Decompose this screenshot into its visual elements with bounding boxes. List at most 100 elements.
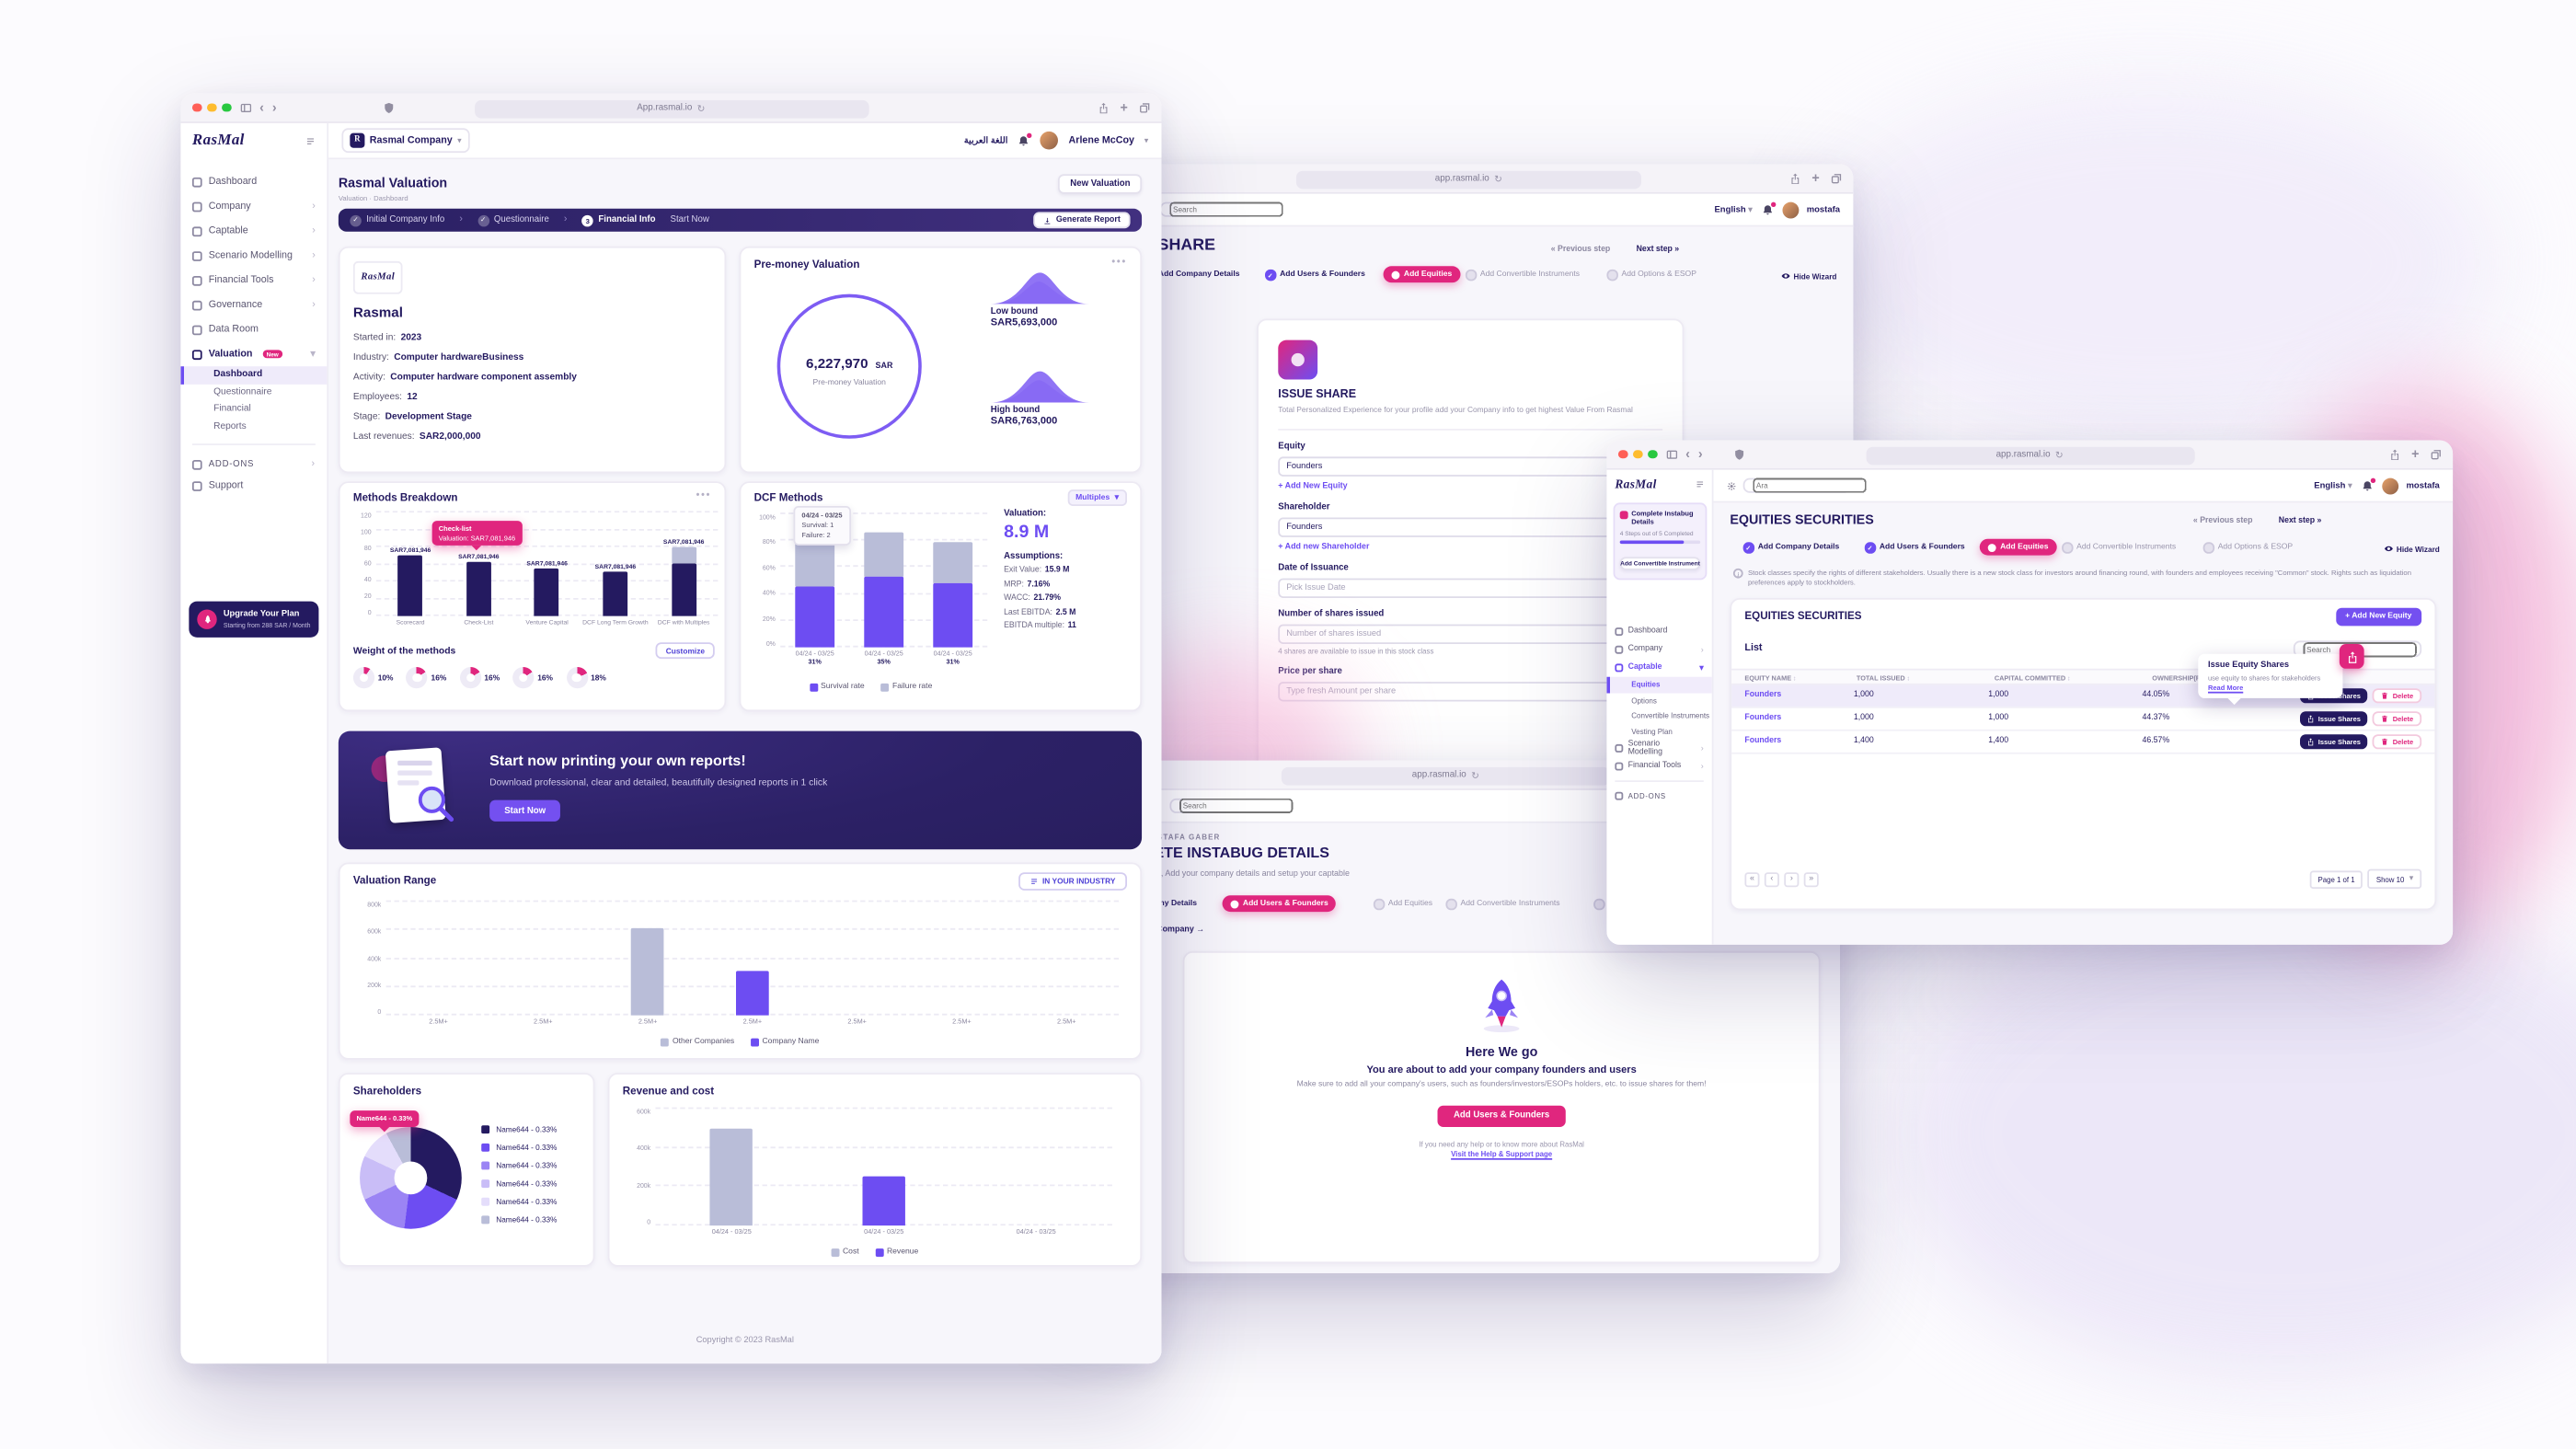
delete-button[interactable]: Delete [2372, 688, 2422, 704]
minimize-window-button[interactable] [207, 103, 216, 112]
language-switcher[interactable]: English ▾ [2314, 480, 2352, 491]
sidebar-item-governance[interactable]: Governance › [180, 293, 327, 317]
wizard-step-company-details[interactable]: ✓Add Company Details [1742, 542, 1839, 553]
multiples-dropdown[interactable]: Multiples ▾ [1067, 489, 1127, 506]
prev-page-button[interactable]: ‹ [1764, 871, 1779, 887]
language-switcher[interactable]: اللغة العربية [963, 135, 1008, 146]
zoom-window-button[interactable] [222, 103, 231, 112]
wizard-step-users-founders[interactable]: ✓ Add Users & Founders [1864, 542, 1965, 553]
search-input[interactable] [1169, 798, 1294, 813]
wizard-step-equities[interactable]: Add Equities [1373, 898, 1432, 910]
column-header[interactable]: EQUITY NAME ↕ [1744, 673, 1797, 682]
sidebar-item-addons[interactable]: ADD-ONS › [180, 454, 327, 475]
sidebar-subitem-convertible[interactable]: Convertible Instruments [1631, 711, 1710, 720]
company-selector[interactable]: R Rasmal Company ▾ [341, 128, 470, 154]
sidebar-subitem-equities[interactable]: Equities [1606, 676, 1712, 693]
wizard-step-users-founders[interactable]: Add Users & Founders [1222, 895, 1337, 913]
sidebar-item-captable[interactable]: Captable › [180, 219, 327, 244]
delete-button[interactable]: Delete [2372, 734, 2422, 750]
share-icon[interactable] [1098, 101, 1110, 113]
sidebar-item-addons[interactable]: ADD-ONS [1606, 787, 1711, 805]
add-convertible-button[interactable]: Add Convertible Instrument [1619, 556, 1701, 569]
hide-wizard-button[interactable]: Hide Wizard [2384, 544, 2440, 554]
next-step-link[interactable]: Next step » [1636, 246, 1680, 255]
reload-icon[interactable]: ↻ [1494, 175, 1503, 185]
search-input[interactable] [1742, 477, 1867, 493]
sidebar-subitem-questionnaire[interactable]: Questionnaire [213, 386, 272, 397]
equity-select[interactable]: Founders▾ [1278, 456, 1663, 477]
date-of-issuance-input[interactable] [1278, 578, 1663, 598]
new-tab-icon[interactable]: + [2411, 445, 2420, 461]
add-new-equity-link[interactable]: + Add New Equity [1278, 480, 1348, 491]
add-users-founders-button[interactable]: Add Users & Founders [1437, 1105, 1567, 1127]
wizard-step-convertible[interactable]: Add Convertible Instruments [2062, 542, 2176, 553]
table-row[interactable]: Founders 1,400 1,400 46.57% Issue Shares… [1731, 731, 2435, 754]
sidebar-subitem-reports[interactable]: Reports [213, 421, 247, 432]
notifications-bell-icon[interactable] [2361, 477, 2375, 492]
gear-icon[interactable] [1727, 480, 1737, 490]
sidebar-subitem-options[interactable]: Options [1631, 696, 1657, 705]
back-icon[interactable]: ‹ [1685, 445, 1690, 461]
notifications-bell-icon[interactable] [1018, 132, 1033, 147]
share-icon[interactable] [2389, 448, 2401, 460]
more-options-icon[interactable]: ••• [696, 490, 712, 501]
minimize-window-button[interactable] [1633, 449, 1642, 459]
add-new-equity-button[interactable]: + Add New Equity [2335, 607, 2422, 627]
company-link[interactable]: Company → [1156, 925, 1205, 936]
new-tab-icon[interactable]: + [1811, 169, 1820, 185]
sidebar-subitem-dashboard[interactable]: Dashboard [180, 366, 328, 384]
address-bar[interactable]: app.rasmal.io ↻ [1281, 766, 1610, 785]
previous-step-link[interactable]: « Previous step [1550, 246, 1611, 255]
sidebar-item-valuation[interactable]: Valuation New ▾ [180, 341, 327, 366]
more-options-icon[interactable]: ••• [1111, 258, 1127, 269]
stepper-step-initial-info[interactable]: ✓ Initial Company Info [350, 214, 444, 226]
zoom-window-button[interactable] [1648, 449, 1657, 459]
sidebar-item-support[interactable]: Support [180, 475, 327, 496]
share-icon[interactable] [1789, 172, 1801, 184]
previous-step-link[interactable]: « Previous step [2192, 517, 2253, 526]
start-now-button[interactable]: Start Now [489, 799, 561, 822]
help-support-link[interactable]: Visit the Help & Support page [1451, 1149, 1553, 1158]
wizard-step-convertible[interactable]: Add Convertible Instruments [1465, 269, 1580, 281]
sidebar-item-dashboard[interactable]: Dashboard [1606, 623, 1711, 641]
sidebar-item-captable[interactable]: Captable ▾ [1606, 659, 1711, 677]
sidebar-item-scenario-modelling[interactable]: Scenario Modelling › [180, 243, 327, 268]
delete-button[interactable]: Delete [2372, 711, 2422, 727]
new-tab-icon[interactable]: + [1120, 99, 1128, 115]
column-header[interactable]: TOTAL ISSUED ↕ [1856, 673, 1911, 682]
last-page-button[interactable]: » [1803, 871, 1819, 887]
issue-shares-button[interactable]: Issue Shares [2299, 711, 2368, 727]
wizard-step-users-founders[interactable]: ✓ Add Users & Founders [1265, 269, 1365, 281]
next-step-link[interactable]: Next step » [2278, 517, 2322, 526]
wizard-step-equities[interactable]: Add Equities [1979, 538, 2057, 556]
sidebar-item-company[interactable]: Company › [180, 194, 327, 219]
sidebar-item-financial-tools[interactable]: Financial Tools › [180, 268, 327, 293]
search-input[interactable] [1159, 201, 1283, 217]
sidebar-toggle-icon[interactable] [239, 101, 251, 113]
forward-icon[interactable]: › [1697, 445, 1703, 461]
new-valuation-button[interactable]: New Valuation [1058, 174, 1143, 194]
address-bar[interactable]: App.rasmal.io ↻ [474, 99, 868, 118]
reload-icon[interactable]: ↻ [2054, 451, 2064, 461]
sidebar-item-dashboard[interactable]: Dashboard [180, 169, 327, 194]
sidebar-item-company[interactable]: Company › [1606, 640, 1711, 659]
wizard-step-equities[interactable]: Add Equities [1383, 266, 1461, 283]
address-bar[interactable]: app.rasmal.io ↻ [1295, 169, 1641, 189]
stepper-step-financial-info[interactable]: 3 Financial Info [581, 214, 655, 226]
close-window-button[interactable] [1617, 449, 1627, 459]
address-bar[interactable]: app.rasmal.io ↻ [1865, 445, 2194, 465]
shares-issued-input[interactable] [1278, 624, 1663, 644]
close-window-button[interactable] [191, 103, 201, 112]
avatar[interactable] [1041, 131, 1059, 150]
collapse-sidebar-icon[interactable] [305, 136, 316, 146]
wizard-step-options-esop[interactable]: Add Options & ESOP [2202, 542, 2293, 553]
start-now-link[interactable]: Start Now [670, 214, 709, 225]
collapse-sidebar-icon[interactable] [1695, 479, 1704, 489]
generate-report-button[interactable]: Generate Report [1033, 212, 1131, 229]
in-your-industry-button[interactable]: IN YOUR INDUSTRY [1018, 872, 1127, 891]
sidebar-toggle-icon[interactable] [1665, 448, 1677, 460]
sidebar-item-data-room[interactable]: Data Room [180, 317, 327, 342]
avatar[interactable] [2381, 477, 2398, 494]
read-more-link[interactable]: Read More [2208, 683, 2244, 692]
tabs-icon[interactable] [2429, 448, 2441, 460]
